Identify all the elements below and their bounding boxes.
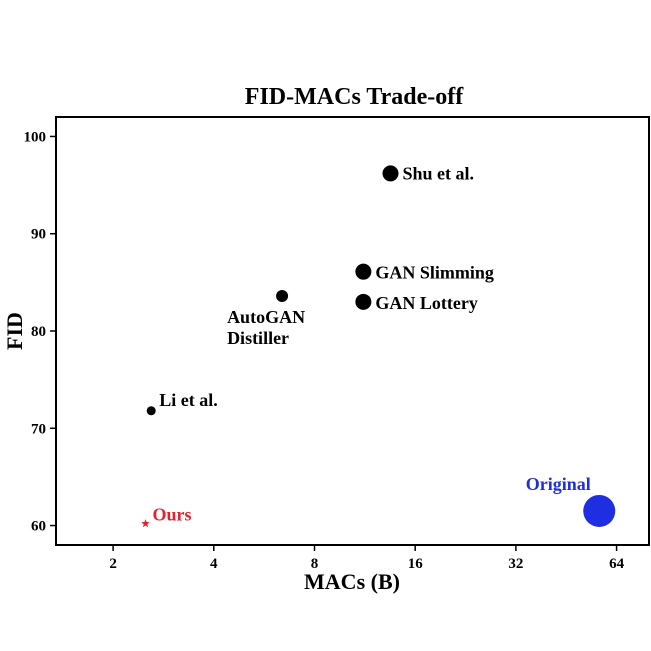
x-tick-label: 2 <box>109 556 117 572</box>
y-tick-label: 70 <box>31 421 46 437</box>
x-axis-ticks: 2 4 8 16 32 64 <box>109 545 625 572</box>
point-label-gan-slimming: GAN Slimming <box>375 263 494 283</box>
x-tick-label: 8 <box>311 556 319 572</box>
x-tick-label: 16 <box>408 556 424 572</box>
point-original <box>583 494 616 527</box>
x-axis-label: MACs (B) <box>304 569 400 594</box>
x-tick-label: 4 <box>210 556 218 572</box>
x-tick-label: 64 <box>609 556 625 572</box>
y-axis-label: FID <box>2 312 27 350</box>
x-tick-label: 32 <box>508 556 523 572</box>
point-label-gan-lottery: GAN Lottery <box>375 293 477 313</box>
y-tick-label: 80 <box>31 324 46 340</box>
point-label-li-et-al: Li et al. <box>159 390 218 410</box>
y-tick-label: 60 <box>31 519 46 535</box>
point-li-et-al <box>146 406 156 416</box>
point-label-shu-et-al: Shu et al. <box>403 163 475 183</box>
point-label-ours: Ours <box>153 505 192 525</box>
y-tick-label: 90 <box>31 227 46 243</box>
point-label-autogan-distiller: AutoGAN Distiller <box>227 307 305 348</box>
point-gan-slimming <box>355 263 372 280</box>
point-ours-star-marker <box>141 519 150 528</box>
data-points: Shu et al. GAN Slimming GAN Lottery AutoGAN… <box>141 163 616 528</box>
y-tick-label: 100 <box>24 129 47 145</box>
y-axis-ticks: 60 70 80 90 100 <box>24 129 56 535</box>
point-autogan-distiller <box>276 289 289 302</box>
point-shu-et-al <box>382 165 399 182</box>
point-gan-lottery <box>355 293 372 310</box>
point-label-original: Original <box>526 474 591 494</box>
chart-title: FID-MACs Trade-off <box>245 84 464 110</box>
